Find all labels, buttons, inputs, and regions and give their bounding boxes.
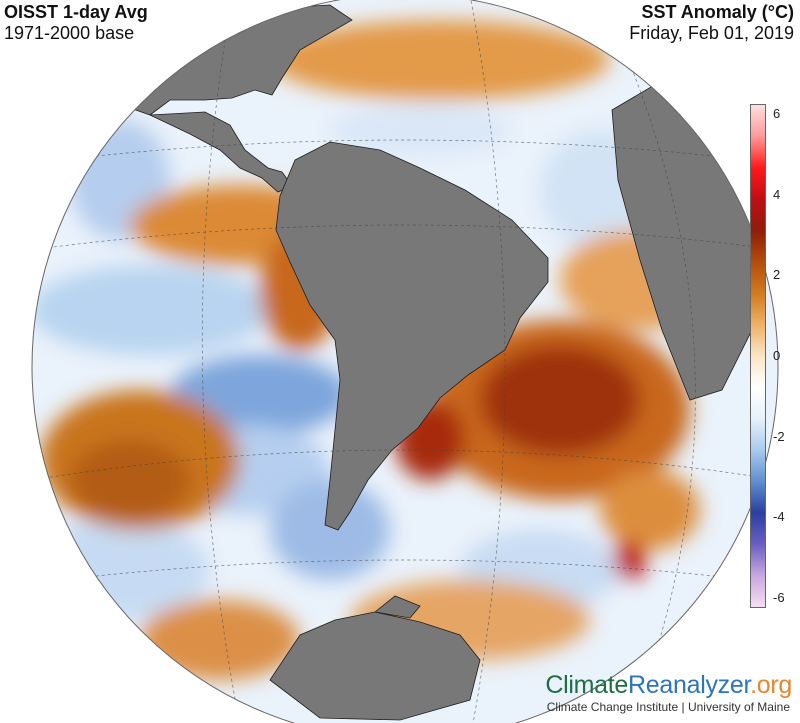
brand-part-reanalyzer: Reanalyzer [628, 671, 751, 699]
map-title: OISST 1-day Avg [4, 2, 148, 22]
globe-outline [31, 0, 779, 723]
antarctica-land [269, 611, 481, 721]
brand-part-org: .org [750, 671, 792, 699]
colorbar-tick-label: 6 [773, 106, 781, 121]
graticule [32, 0, 778, 723]
brand-part-climate: Climate [545, 671, 629, 699]
colorbar-tick-label: 4 [773, 186, 781, 202]
colorbar [750, 104, 766, 608]
baseline-subtitle: 1971-2000 base [4, 23, 135, 43]
colorbar-tick-label: -4 [773, 509, 785, 525]
antarctic-peninsula-land [374, 595, 421, 619]
brand-logo: ClimateReanalyzer.org [545, 671, 792, 700]
colorbar-tick-label: 0 [773, 348, 781, 363]
variable-title: SST Anomaly (°C) [641, 2, 794, 22]
colorbar-tick-label: -2 [773, 428, 785, 444]
north-america-land [119, 4, 353, 116]
land-masses [119, 4, 766, 721]
colorbar-tick-label: 2 [773, 267, 781, 283]
date-label: Friday, Feb 01, 2019 [629, 23, 794, 43]
colorbar-tick-label: -6 [773, 590, 785, 605]
anomaly-field [32, 20, 720, 680]
brand-subtitle: Climate Change Institute | University of… [546, 700, 790, 714]
